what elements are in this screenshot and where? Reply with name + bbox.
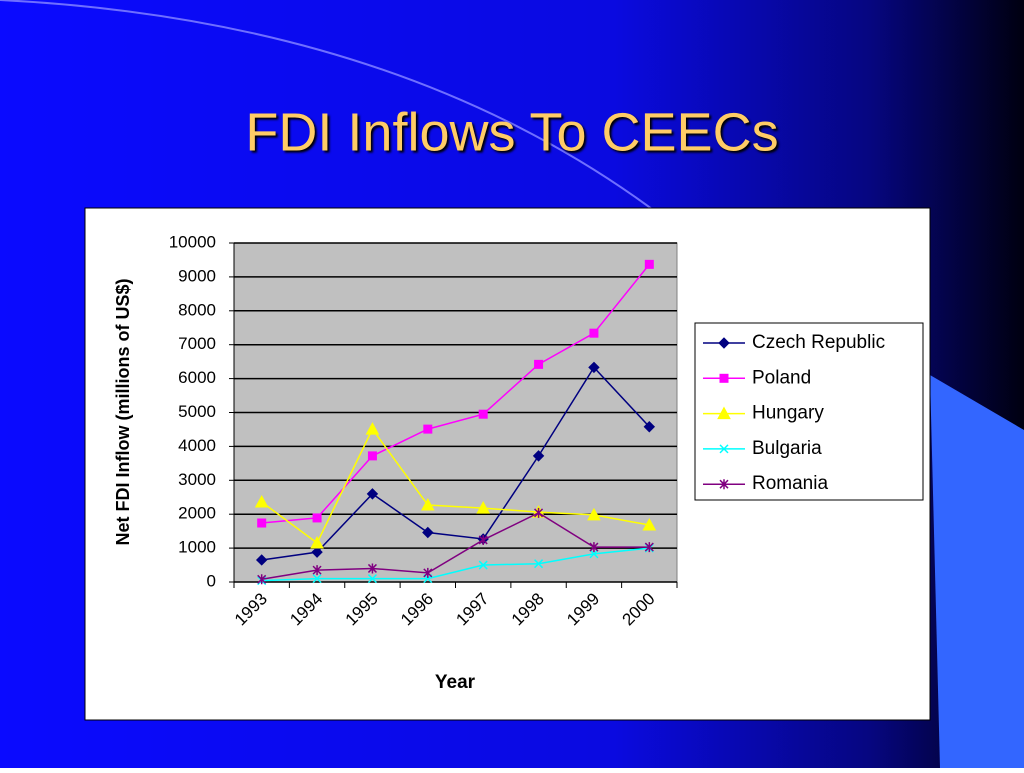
point	[478, 409, 488, 419]
point	[589, 549, 599, 559]
y-tick-label: 3000	[178, 470, 216, 489]
point	[476, 501, 491, 514]
point	[719, 373, 729, 383]
legend	[694, 322, 924, 501]
point	[644, 542, 654, 553]
y-tick-label: 6000	[178, 368, 216, 387]
y-tick-label: 0	[207, 571, 216, 590]
decor-shape	[930, 375, 1024, 768]
point	[588, 361, 600, 374]
y-tick-label: 5000	[178, 402, 216, 421]
legend-label: Bulgaria	[752, 438, 822, 459]
point	[718, 337, 730, 349]
y-tick-label: 1000	[178, 538, 216, 557]
decor-arc	[0, 0, 661, 216]
legend-label: Czech Republic	[752, 332, 885, 353]
point	[534, 559, 544, 569]
y-tick-label: 9000	[178, 266, 216, 285]
point	[367, 574, 377, 584]
point	[589, 328, 599, 338]
y-tick-label: 2000	[178, 504, 216, 523]
legend-label: Romania	[752, 473, 828, 494]
point	[312, 574, 322, 584]
y-tick-label: 4000	[178, 436, 216, 455]
point	[366, 488, 379, 500]
point	[719, 479, 729, 490]
point	[587, 507, 601, 521]
slide-title: FDI Inflows To CEECs	[245, 102, 778, 162]
point	[257, 574, 267, 585]
legend-label: Poland	[752, 367, 811, 388]
point	[310, 535, 324, 549]
series-line	[261, 366, 650, 561]
y-tick-label: 8000	[178, 300, 216, 319]
point	[254, 494, 269, 508]
point	[478, 560, 488, 570]
point	[423, 424, 433, 434]
point	[478, 534, 488, 545]
point	[589, 542, 599, 553]
x-axis-label: Year	[435, 672, 476, 693]
point	[367, 563, 377, 574]
point	[311, 546, 323, 558]
y-axis-label: Net FDI Inflow (millions of US$)	[113, 279, 133, 546]
series-line	[261, 263, 650, 524]
point	[643, 421, 656, 433]
point	[422, 526, 434, 539]
point	[534, 359, 544, 369]
y-tick-label: 10000	[169, 232, 216, 251]
y-tick-label: 7000	[178, 334, 216, 353]
point	[420, 498, 435, 511]
point	[719, 444, 729, 454]
point	[717, 406, 731, 420]
point	[312, 513, 322, 523]
point	[642, 518, 657, 531]
point	[365, 422, 380, 435]
point	[534, 507, 544, 518]
point	[532, 450, 545, 462]
point	[257, 518, 267, 528]
series-line	[261, 547, 650, 582]
legend-label: Hungary	[752, 403, 824, 424]
point	[312, 565, 322, 576]
point	[255, 554, 268, 566]
point	[423, 567, 433, 578]
point	[644, 259, 654, 269]
series-line	[261, 427, 650, 545]
series-line	[261, 511, 650, 581]
point	[367, 451, 377, 461]
